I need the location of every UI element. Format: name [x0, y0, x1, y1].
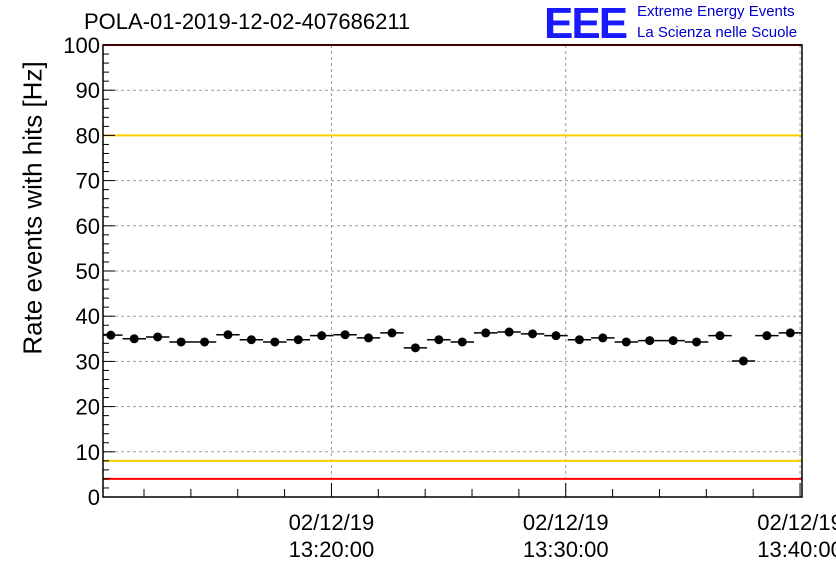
chart-title: POLA-01-2019-12-02-407686211 [84, 9, 411, 34]
y-tick-label: 40 [76, 304, 100, 329]
data-point [481, 328, 491, 338]
x-tick-label-time: 13:30:00 [523, 537, 609, 562]
x-axis: 02/12/1913:20:0002/12/1913:30:0002/12/19… [143, 483, 836, 562]
data-point [785, 328, 795, 338]
data-point [504, 327, 514, 337]
x-tick-label-date: 02/12/19 [289, 510, 375, 535]
y-tick-label: 30 [76, 349, 100, 374]
x-tick-label-date: 02/12/19 [757, 510, 836, 535]
y-axis-label: Rate events with hits [Hz] [17, 61, 48, 355]
logo-line-2: La Scienza nelle Scuole [637, 24, 798, 41]
data-point [551, 331, 561, 341]
data-point [762, 331, 772, 341]
data-point [668, 336, 678, 346]
data-point [598, 333, 608, 343]
y-tick-label: 90 [76, 78, 100, 103]
data-point [574, 335, 584, 345]
x-tick-label-date: 02/12/19 [523, 510, 609, 535]
y-tick-label: 10 [76, 440, 100, 465]
data-point [528, 329, 538, 339]
reference-lines [103, 44, 802, 480]
data-point [364, 333, 374, 343]
data-point [340, 330, 350, 340]
data-point [457, 337, 467, 347]
eee-logo: EEE [544, 0, 628, 48]
y-tick-label: 70 [76, 169, 100, 194]
x-tick-label-time: 13:20:00 [289, 537, 375, 562]
y-tick-label: 100 [63, 33, 100, 58]
data-points [103, 327, 802, 366]
y-tick-label: 20 [76, 395, 100, 420]
y-tick-label: 60 [76, 214, 100, 239]
data-point [223, 330, 233, 340]
logo-line-1: Extreme Energy Events [637, 3, 795, 20]
data-point [270, 337, 280, 347]
y-axis: 0 10 20 30 40 50 60 70 80 90 100 [63, 33, 115, 510]
y-tick-label: 80 [76, 123, 100, 148]
data-point [129, 334, 139, 344]
data-point [317, 331, 327, 341]
data-point [645, 336, 655, 346]
x-tick-label-time: 13:40:00 [757, 537, 836, 562]
data-point [410, 343, 420, 353]
grid-lines [103, 45, 802, 497]
data-point [200, 337, 210, 347]
data-point [692, 337, 702, 347]
data-point [153, 332, 163, 342]
data-point [387, 328, 397, 338]
y-tick-label: 50 [76, 259, 100, 284]
data-point [293, 335, 303, 345]
data-point [738, 356, 748, 366]
data-point [621, 337, 631, 347]
y-tick-label: 0 [88, 485, 100, 510]
data-point [434, 335, 444, 345]
data-point [246, 335, 256, 345]
data-point [715, 331, 725, 341]
data-point [176, 337, 186, 347]
data-point [106, 330, 116, 340]
